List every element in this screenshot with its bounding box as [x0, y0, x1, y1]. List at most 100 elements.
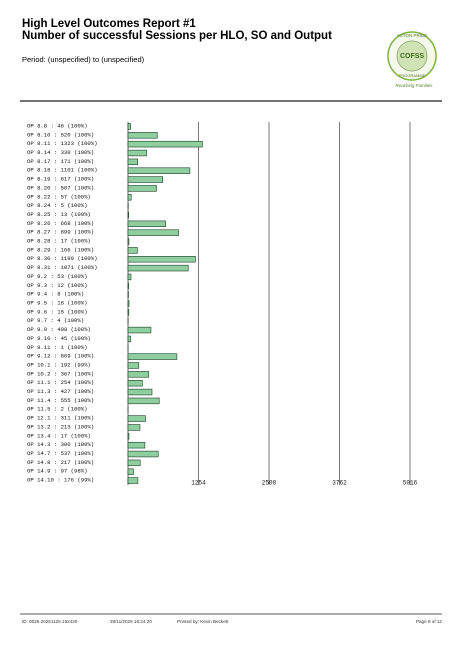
category-label: OP 9.11 : 1 (100%) [27, 344, 87, 351]
bar [128, 469, 133, 475]
category-label: OP 8.31 : 1071 (100%) [27, 265, 98, 272]
bar [128, 186, 157, 192]
separator: : [51, 389, 61, 396]
footer-page: Page 8 of 12 [416, 619, 442, 624]
value-label: 555 (100%) [61, 397, 95, 404]
subtitle: Number of successful Sessions per HLO, S… [22, 30, 332, 42]
value-label: 520 (100%) [61, 132, 95, 139]
separator: : [51, 362, 61, 369]
bar [128, 150, 147, 156]
separator: : [47, 318, 57, 325]
category-label: OP 14.8 : 217 (100%) [27, 459, 94, 466]
footer-printed: Printed by: Kevin Beckett [177, 619, 229, 624]
category-name: OP 9.7 [27, 318, 47, 325]
separator: : [51, 132, 61, 139]
bar [128, 442, 145, 448]
category-label: OP 8.10 : 520 (100%) [27, 132, 94, 139]
bar [128, 221, 166, 227]
separator: : [47, 300, 57, 307]
separator: : [51, 468, 61, 475]
value-label: 8 (100%) [57, 291, 84, 298]
category-label: OP 14.3 : 300 (100%) [27, 442, 94, 449]
value-label: 192 (99%) [61, 362, 91, 369]
category-name: OP 8.30 [27, 256, 51, 263]
category-name: OP 14.3 [27, 442, 51, 449]
category-label: OP 8.19 : 617 (100%) [27, 176, 94, 183]
value-label: 899 (100%) [61, 229, 95, 236]
value-label: 1323 (100%) [61, 141, 98, 148]
bar [128, 451, 158, 457]
value-label: 408 (100%) [57, 327, 91, 334]
value-label: 15 (100%) [57, 309, 87, 316]
category-label: OP 14.7 : 537 (100%) [27, 450, 94, 457]
x-tick-label: 1254 [191, 480, 206, 487]
separator: : [51, 442, 61, 449]
category-label: OP 13.4 : 17 (100%) [27, 433, 91, 440]
value-label: 46 (100%) [57, 123, 87, 130]
value-label: 1199 (100%) [61, 256, 98, 263]
bar [128, 177, 163, 183]
category-label: OP 8.27 : 899 (100%) [27, 229, 94, 236]
separator: : [51, 256, 61, 263]
logo-bottom: PROGRAMME [399, 73, 426, 78]
category-name: OP 11.5 [27, 406, 51, 413]
category-name: OP 8.25 [27, 211, 51, 218]
value-label: 300 (100%) [61, 442, 95, 449]
title: High Level Outcomes Report #1 [22, 18, 196, 30]
bar [128, 274, 131, 280]
value-label: 12 (100%) [57, 282, 87, 289]
separator: : [51, 424, 61, 431]
separator: : [47, 291, 57, 298]
value-label: 17 (100%) [61, 433, 91, 440]
category-label: OP 11.4 : 555 (100%) [27, 397, 94, 404]
category-name: OP 8.26 [27, 220, 51, 227]
bar [128, 283, 129, 289]
bar [128, 256, 195, 262]
category-label: OP 14.9 : 97 (98%) [27, 468, 87, 475]
category-name: OP 9.9 [27, 327, 47, 334]
category-label: OP 9.12 : 869 (100%) [27, 353, 94, 360]
category-name: OP 8.11 [27, 141, 51, 148]
separator: : [51, 450, 61, 457]
bar [128, 141, 202, 147]
bar [128, 416, 145, 422]
value-label: 617 (100%) [61, 176, 95, 183]
category-name: OP 8.14 [27, 149, 51, 156]
bar [128, 363, 139, 369]
category-label: OP 8.28 : 17 (100%) [27, 238, 91, 245]
separator: : [51, 229, 61, 236]
bar [128, 239, 129, 245]
category-label: OP 10.1 : 192 (99%) [27, 362, 91, 369]
value-label: 18 (100%) [57, 300, 87, 307]
category-name: OP 8.18 [27, 167, 51, 174]
separator: : [54, 477, 64, 484]
footer-id: ID: 0026.20251128.162420 [22, 619, 78, 624]
category-name: OP 8.28 [27, 238, 51, 245]
category-label: OP 8.18 : 1101 (100%) [27, 167, 98, 174]
value-label: 254 (100%) [61, 380, 95, 387]
category-label: OP 8.11 : 1323 (100%) [27, 141, 98, 148]
separator: : [51, 185, 61, 192]
category-label: OP 11.5 : 2 (100%) [27, 406, 87, 413]
category-label: OP 9.3 : 12 (100%) [27, 282, 87, 289]
x-tick-label: 3762 [332, 480, 347, 487]
bar [128, 380, 142, 386]
separator: : [51, 265, 61, 272]
bar [128, 230, 179, 236]
category-name: OP 13.4 [27, 433, 51, 440]
category-name: OP 11.4 [27, 397, 51, 404]
category-label: OP 8.25 : 13 (100%) [27, 211, 91, 218]
bar [128, 212, 129, 218]
bar [128, 460, 140, 466]
bar [128, 398, 159, 404]
value-label: 13 (100%) [61, 211, 91, 218]
bar [128, 124, 131, 130]
bar [128, 389, 152, 395]
category-name: OP 8.19 [27, 176, 51, 183]
category-label: OP 14.10 : 176 (99%) [27, 477, 94, 484]
category-name: OP 8.31 [27, 265, 51, 272]
separator: : [51, 344, 61, 351]
x-tick-label: 5016 [403, 480, 418, 487]
separator: : [51, 211, 61, 218]
